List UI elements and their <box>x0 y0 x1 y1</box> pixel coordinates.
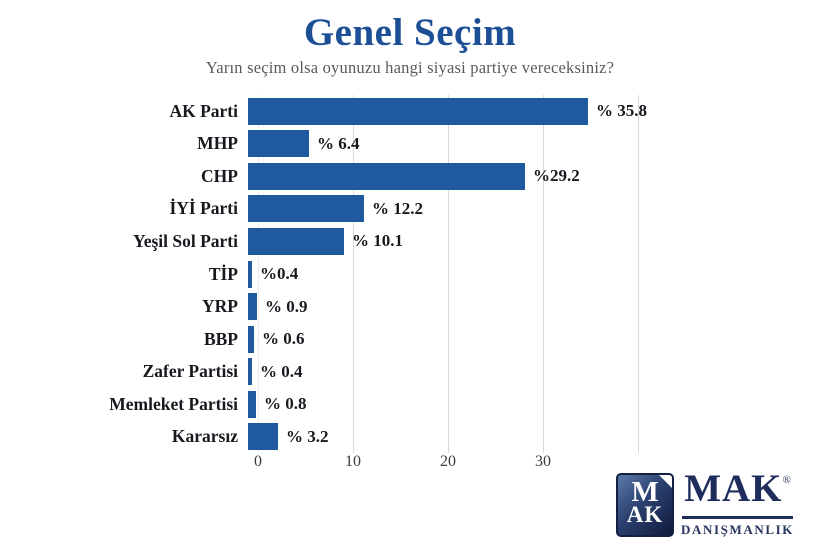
x-tick: 30 <box>535 453 551 470</box>
bar-area: % 6.4 <box>248 128 820 161</box>
party-label: TİP <box>208 263 238 284</box>
party-label: MHP <box>197 133 238 154</box>
bar-area: %29.2 <box>248 160 820 193</box>
party-label: Zafer Partisi <box>142 361 238 382</box>
bar <box>248 130 309 158</box>
bar-area: % 0.8 <box>248 388 820 421</box>
value-label: % 0.4 <box>260 361 303 381</box>
bar <box>248 423 278 451</box>
x-tick: 20 <box>440 453 456 470</box>
mak-logo: M AK MAK® DANIŞMANLIK <box>616 469 794 538</box>
chart-row: CHP %29.2 <box>0 160 820 193</box>
value-label: %29.2 <box>533 166 580 186</box>
party-label: Kararsız <box>171 426 238 447</box>
value-label: % 0.6 <box>262 329 305 349</box>
bar <box>248 195 364 223</box>
bar-area: %0.4 <box>248 258 820 291</box>
party-label: YRP <box>202 296 238 317</box>
party-label: Memleket Partisi <box>109 393 238 414</box>
chart-subtitle: Yarın seçim olsa oyunuzu hangi siyasi pa… <box>205 57 615 77</box>
gridline <box>543 95 544 453</box>
chart-row: TİP %0.4 <box>0 258 820 291</box>
party-label: CHP <box>201 165 238 186</box>
value-label: % 0.9 <box>265 296 308 316</box>
bar-area: % 3.2 <box>248 420 820 453</box>
registered-mark: ® <box>782 474 791 486</box>
chart-row: YRP % 0.9 <box>0 290 820 323</box>
bar <box>248 97 588 125</box>
bar-area: % 0.6 <box>248 323 820 356</box>
gridline <box>448 95 449 453</box>
chart-row: İYİ Parti % 12.2 <box>0 193 820 226</box>
gridlines <box>258 95 639 453</box>
party-label: Yeşil Sol Parti <box>133 230 238 251</box>
bar <box>248 358 252 386</box>
chart-row: BBP % 0.6 <box>0 323 820 356</box>
gridline <box>638 95 639 453</box>
logo-name-row: MAK® <box>682 469 793 519</box>
bar <box>248 227 344 255</box>
bar-area: % 35.8 <box>248 95 820 128</box>
bar-area: % 12.2 <box>248 193 820 226</box>
chart-row: AK Parti % 35.8 <box>0 95 820 128</box>
value-label: % 6.4 <box>317 133 360 153</box>
party-label: BBP <box>203 328 238 349</box>
x-tick: 10 <box>345 453 361 470</box>
emblem-letters-ak: AK <box>626 501 664 527</box>
emblem-letter-m: M <box>631 475 659 508</box>
bar-area: % 10.1 <box>248 225 820 258</box>
value-label: % 10.1 <box>352 231 403 251</box>
value-label: % 0.8 <box>264 394 307 414</box>
value-label: % 35.8 <box>596 101 647 121</box>
party-label: AK Parti <box>169 100 238 121</box>
x-axis: 0 10 20 30 <box>254 453 638 477</box>
value-label: % 12.2 <box>372 198 423 218</box>
logo-text: MAK® DANIŞMANLIK <box>681 469 794 538</box>
bar <box>248 390 256 418</box>
chart-row: Kararsız % 3.2 <box>0 420 820 453</box>
chart-row: Yeşil Sol Parti % 10.1 <box>0 225 820 258</box>
chart-row: Memleket Partisi % 0.8 <box>0 388 820 421</box>
gridline <box>353 95 354 453</box>
value-label: %0.4 <box>260 264 299 283</box>
party-label: İYİ Parti <box>169 198 238 219</box>
bar-chart: AK Parti % 35.8 MHP % 6.4 CHP %29.2 İYİ Parti%… <box>0 95 820 453</box>
bar <box>248 293 257 321</box>
chart-rows: AK Parti % 35.8 MHP % 6.4 CHP %29.2 İYİ Parti%… <box>0 95 820 453</box>
bar <box>248 325 254 353</box>
logo-name: MAK <box>684 467 783 510</box>
x-tick: 0 <box>254 453 262 470</box>
mak-emblem-icon: M AK <box>616 472 675 537</box>
chart-row: MHP % 6.4 <box>0 128 820 161</box>
page-title: Genel Seçim <box>303 11 517 54</box>
logo-subtitle: DANIŞMANLIK <box>681 522 794 537</box>
gridline <box>258 95 259 453</box>
value-label: % 3.2 <box>286 426 329 446</box>
bar <box>248 162 525 190</box>
bar-area: % 0.9 <box>248 290 820 323</box>
chart-row: Zafer Partisi % 0.4 <box>0 355 820 388</box>
bar-area: % 0.4 <box>248 355 820 388</box>
bar <box>248 260 252 288</box>
